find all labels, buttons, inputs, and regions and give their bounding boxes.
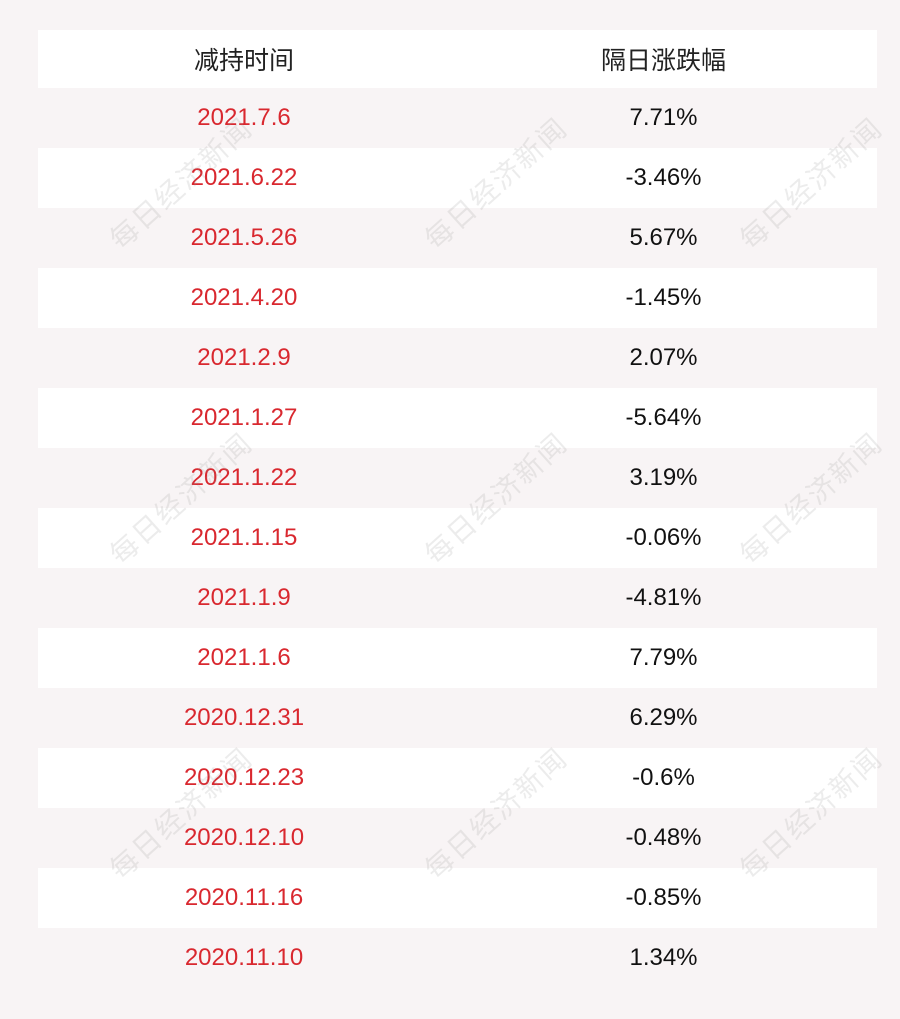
row-date: 2021.4.20 [190,284,298,311]
table-row: 2021.6.22 -3.46% [38,148,877,208]
row-change: 7.79% [629,644,698,671]
reduction-table: 减持时间 隔日涨跌幅 2021.7.6 7.71% 2021.6.22 -3.4… [38,30,877,988]
row-date: 2021.1.9 [197,584,291,611]
row-date: 2021.7.6 [197,104,291,131]
table-row: 2020.12.10 -0.48% [38,808,877,868]
row-change: -0.85% [625,884,702,911]
row-change: -0.48% [625,824,702,851]
row-date: 2021.5.26 [190,224,298,251]
row-date: 2021.6.22 [190,164,298,191]
row-date: 2021.2.9 [197,344,291,371]
table-header-row: 减持时间 隔日涨跌幅 [38,30,877,88]
row-date: 2021.1.22 [190,464,298,491]
table-row: 2020.12.31 6.29% [38,688,877,748]
row-change: 6.29% [629,704,698,731]
row-date: 2020.11.10 [184,944,304,971]
row-date: 2021.1.27 [190,404,298,431]
row-change: -3.46% [625,164,702,191]
row-date: 2020.12.31 [183,704,305,731]
row-date: 2020.12.10 [183,824,305,851]
table-row: 2021.1.27 -5.64% [38,388,877,448]
row-change: 1.34% [629,944,698,971]
header-next-day-change: 隔日涨跌幅 [600,47,726,75]
table-row: 2021.2.9 2.07% [38,328,877,388]
table-row: 2020.11.10 1.34% [38,928,877,988]
row-change: 2.07% [629,344,698,371]
row-date: 2021.1.15 [190,524,298,551]
row-change: 7.71% [629,104,698,131]
table-row: 2021.1.6 7.79% [38,628,877,688]
row-change: -0.6% [632,764,695,791]
table-row: 2021.7.6 7.71% [38,88,877,148]
row-change: 3.19% [629,464,698,491]
row-change: -4.81% [625,584,702,611]
table-row: 2021.1.22 3.19% [38,448,877,508]
row-change: -0.06% [625,524,702,551]
row-change: 5.67% [629,224,698,251]
table-row: 2021.5.26 5.67% [38,208,877,268]
row-date: 2020.12.23 [183,764,305,791]
table-row: 2021.1.9 -4.81% [38,568,877,628]
header-date: 减持时间 [193,47,294,75]
row-change: -5.64% [625,404,702,431]
table-row: 2021.4.20 -1.45% [38,268,877,328]
table-row: 2020.11.16 -0.85% [38,868,877,928]
row-date: 2020.11.16 [184,884,304,911]
table-row: 2020.12.23 -0.6% [38,748,877,808]
row-date: 2021.1.6 [197,644,291,671]
table-row: 2021.1.15 -0.06% [38,508,877,568]
row-change: -1.45% [625,284,702,311]
